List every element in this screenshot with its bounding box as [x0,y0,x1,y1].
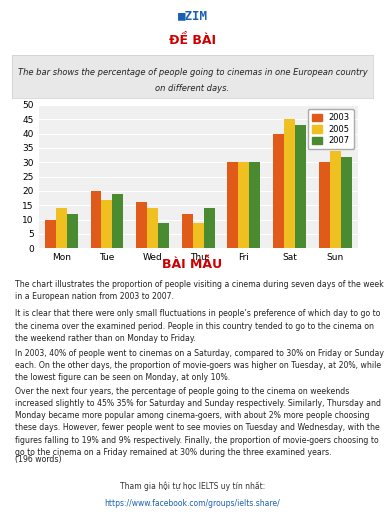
Text: on different days.: on different days. [156,84,229,93]
Bar [147,208,158,248]
Bar [45,220,56,248]
Text: https://www.facebook.com/groups/ielts.share/: https://www.facebook.com/groups/ielts.sh… [105,499,280,508]
Text: BÀI MẪU: BÀI MẪU [162,258,223,271]
Text: ■ZIM: ■ZIM [177,9,208,23]
Bar [102,200,112,248]
Bar [136,202,147,248]
Text: ĐỀ BÀI: ĐỀ BÀI [169,34,216,47]
Bar [284,119,295,248]
Bar [249,162,260,248]
Text: Over the next four years, the percentage of people going to the cinema on weeken: Over the next four years, the percentage… [15,387,382,457]
Text: It is clear that there were only small fluctuations in people’s preference of wh: It is clear that there were only small f… [15,309,381,343]
Bar [228,162,238,248]
Bar [319,162,330,248]
Bar [182,214,193,248]
Bar [295,125,306,248]
Bar [67,214,78,248]
Bar [158,223,169,248]
Bar [238,162,249,248]
Bar [341,157,352,248]
Text: In 2003, 40% of people went to cinemas on a Saturday, compared to 30% on Friday : In 2003, 40% of people went to cinemas o… [15,349,384,382]
Bar [204,208,215,248]
Bar [273,134,284,248]
Text: Tham gia hội tự học IELTS uy tín nhất:: Tham gia hội tự học IELTS uy tín nhất: [120,481,265,491]
Bar [90,191,102,248]
Text: (196 words): (196 words) [15,455,62,464]
Bar [330,151,341,248]
Bar [112,194,124,248]
Legend: 2003, 2005, 2007: 2003, 2005, 2007 [308,109,354,150]
Bar [56,208,67,248]
Text: The chart illustrates the proportion of people visiting a cinema during seven da: The chart illustrates the proportion of … [15,280,384,301]
Bar [193,223,204,248]
Text: The bar shows the percentage of people going to cinemas in one European country: The bar shows the percentage of people g… [18,68,367,77]
